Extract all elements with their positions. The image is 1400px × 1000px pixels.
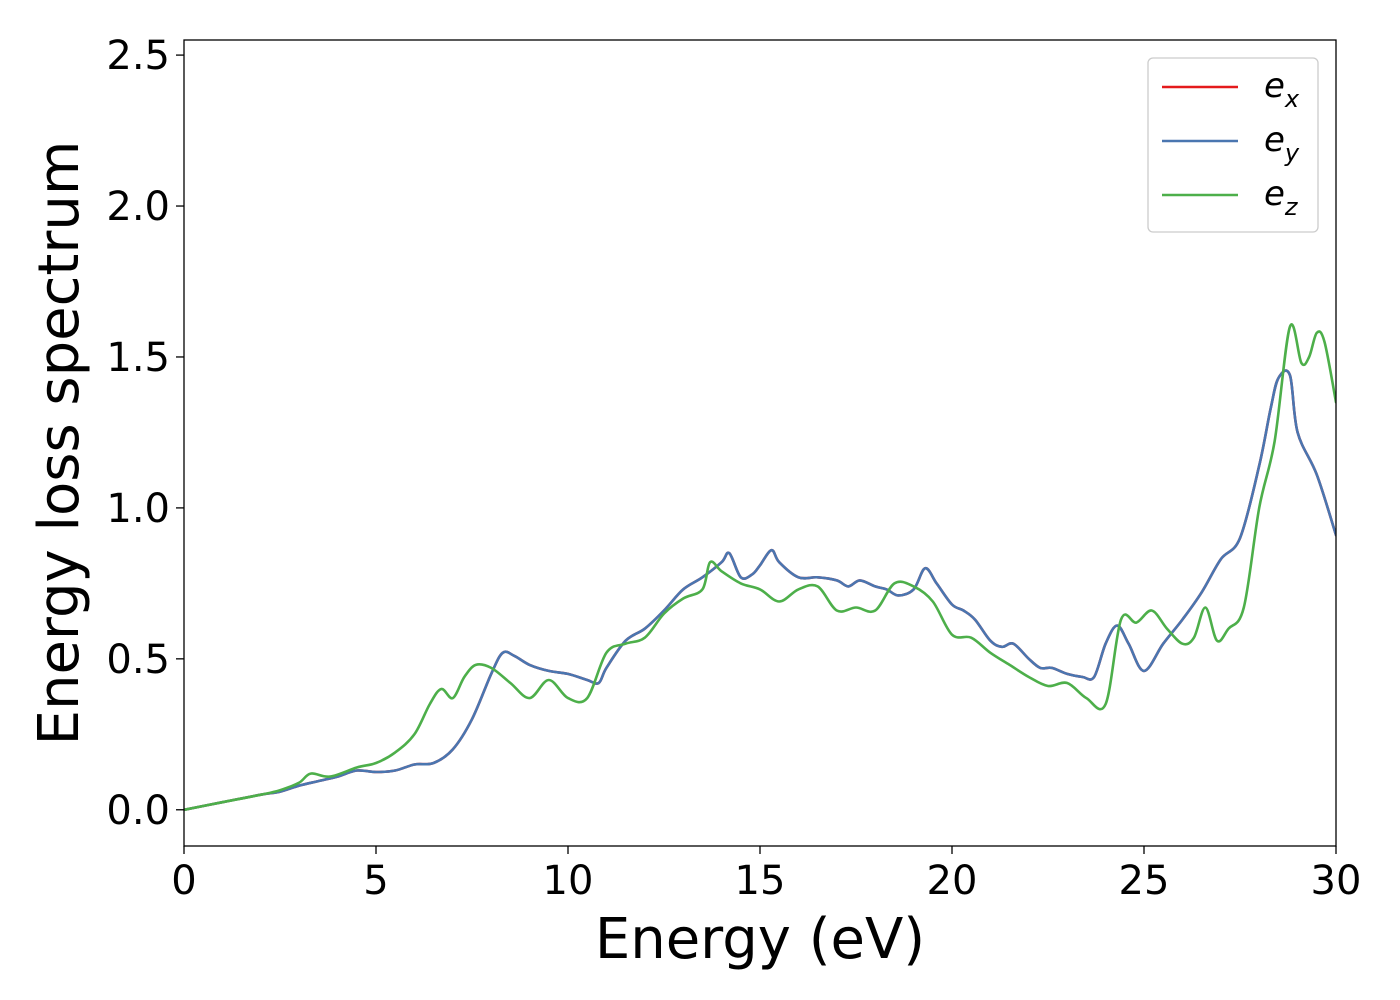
legend-box	[1147, 57, 1319, 233]
series-line-ey	[184, 369, 1336, 812]
y-tick-label: 2.5	[106, 33, 170, 79]
x-tick-label: 20	[927, 858, 978, 904]
series-layer	[184, 323, 1336, 812]
y-tick-label: 1.5	[106, 335, 170, 381]
legend-label-ex: ex	[1264, 66, 1300, 113]
x-tick-label: 15	[735, 858, 786, 904]
x-tick-label: 5	[363, 858, 388, 904]
legend: ex ey ez	[1147, 57, 1319, 233]
y-axis: 0.0 0.5 1.0 1.5 2.0 2.5	[106, 33, 184, 834]
y-tick-label: 0.5	[106, 637, 170, 683]
plot-background	[184, 40, 1336, 846]
x-tick-label: 0	[171, 858, 196, 904]
x-axis-label: Energy (eV)	[595, 907, 925, 972]
series-line-ez	[184, 323, 1336, 812]
x-tick-label: 25	[1119, 858, 1170, 904]
y-tick-label: 0.0	[106, 788, 170, 834]
y-tick-label: 2.0	[106, 184, 170, 230]
legend-label-ey: ey	[1264, 120, 1300, 167]
legend-label-ez: ez	[1264, 174, 1299, 221]
y-tick-label: 1.0	[106, 486, 170, 532]
x-axis: 0 5 10 15 20 25 30	[171, 846, 1361, 904]
x-tick-label: 10	[543, 858, 594, 904]
y-axis-label: Energy loss spectrum	[27, 141, 92, 746]
x-tick-label: 30	[1311, 858, 1362, 904]
